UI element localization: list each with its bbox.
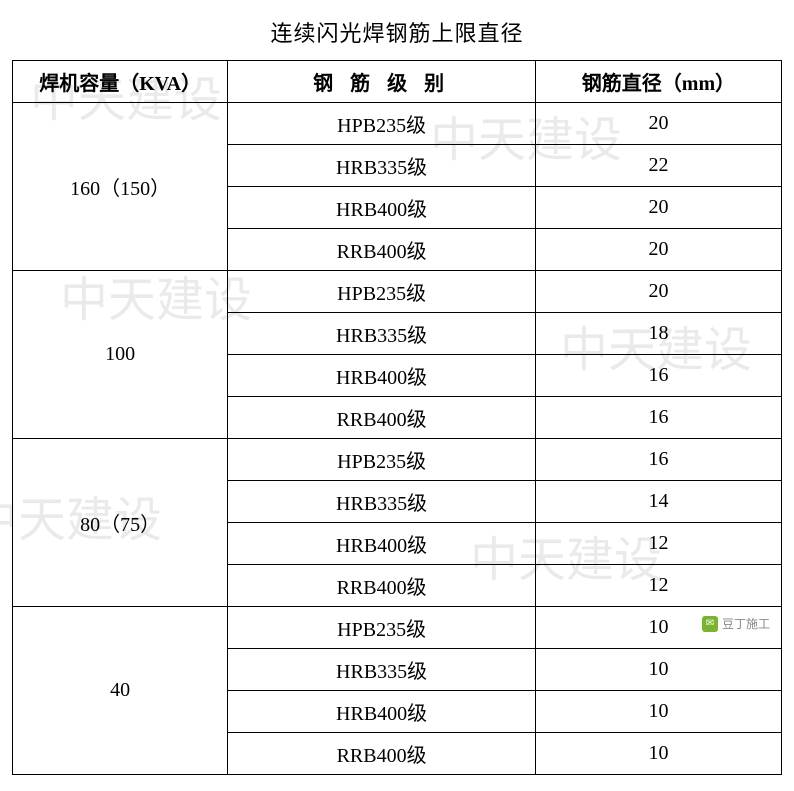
cell-diameter: 12 xyxy=(535,565,781,607)
cell-grade: HPB235级 xyxy=(228,103,536,145)
col-header-diameter: 钢筋直径（mm） xyxy=(535,61,781,103)
table-header-row: 焊机容量（KVA） 钢 筋 级 别 钢筋直径（mm） xyxy=(13,61,782,103)
cell-diameter: 10 xyxy=(535,733,781,775)
footer-credit: ✉ 豆丁施工 xyxy=(702,615,770,632)
cell-diameter: 20 xyxy=(535,229,781,271)
cell-diameter: 16 xyxy=(535,355,781,397)
cell-grade: HRB335级 xyxy=(228,145,536,187)
page-title: 连续闪光焊钢筋上限直径 xyxy=(12,16,782,48)
cell-diameter: 20 xyxy=(535,187,781,229)
cell-diameter: 10 xyxy=(535,649,781,691)
document-content: 连续闪光焊钢筋上限直径 焊机容量（KVA） 钢 筋 级 别 钢筋直径（mm） 1… xyxy=(0,0,794,791)
cell-diameter: 10 xyxy=(535,691,781,733)
cell-grade: RRB400级 xyxy=(228,229,536,271)
cell-capacity: 40 xyxy=(13,607,228,775)
cell-grade: HRB335级 xyxy=(228,481,536,523)
cell-capacity: 80（75） xyxy=(13,439,228,607)
table-row: 160（150）HPB235级20 xyxy=(13,103,782,145)
cell-grade: HRB400级 xyxy=(228,691,536,733)
cell-grade: HRB400级 xyxy=(228,355,536,397)
cell-grade: HPB235级 xyxy=(228,607,536,649)
table-body: 160（150）HPB235级20HRB335级22HRB400级20RRB40… xyxy=(13,103,782,775)
cell-diameter: 20 xyxy=(535,103,781,145)
cell-diameter: 22 xyxy=(535,145,781,187)
cell-grade: HPB235级 xyxy=(228,439,536,481)
table-row: 100HPB235级20 xyxy=(13,271,782,313)
cell-capacity: 160（150） xyxy=(13,103,228,271)
cell-grade: HRB400级 xyxy=(228,523,536,565)
cell-grade: HPB235级 xyxy=(228,271,536,313)
cell-grade: HRB335级 xyxy=(228,649,536,691)
table-row: 40HPB235级10 xyxy=(13,607,782,649)
table-row: 80（75）HPB235级16 xyxy=(13,439,782,481)
cell-grade: RRB400级 xyxy=(228,397,536,439)
wechat-icon: ✉ xyxy=(702,616,718,632)
cell-diameter: 16 xyxy=(535,397,781,439)
cell-diameter: 14 xyxy=(535,481,781,523)
col-header-capacity: 焊机容量（KVA） xyxy=(13,61,228,103)
cell-capacity: 100 xyxy=(13,271,228,439)
cell-diameter: 12 xyxy=(535,523,781,565)
cell-grade: HRB335级 xyxy=(228,313,536,355)
col-header-grade: 钢 筋 级 别 xyxy=(228,61,536,103)
footer-text: 豆丁施工 xyxy=(722,615,770,632)
cell-grade: HRB400级 xyxy=(228,187,536,229)
data-table: 焊机容量（KVA） 钢 筋 级 别 钢筋直径（mm） 160（150）HPB23… xyxy=(12,60,782,775)
cell-grade: RRB400级 xyxy=(228,565,536,607)
cell-diameter: 18 xyxy=(535,313,781,355)
cell-grade: RRB400级 xyxy=(228,733,536,775)
cell-diameter: 16 xyxy=(535,439,781,481)
cell-diameter: 20 xyxy=(535,271,781,313)
